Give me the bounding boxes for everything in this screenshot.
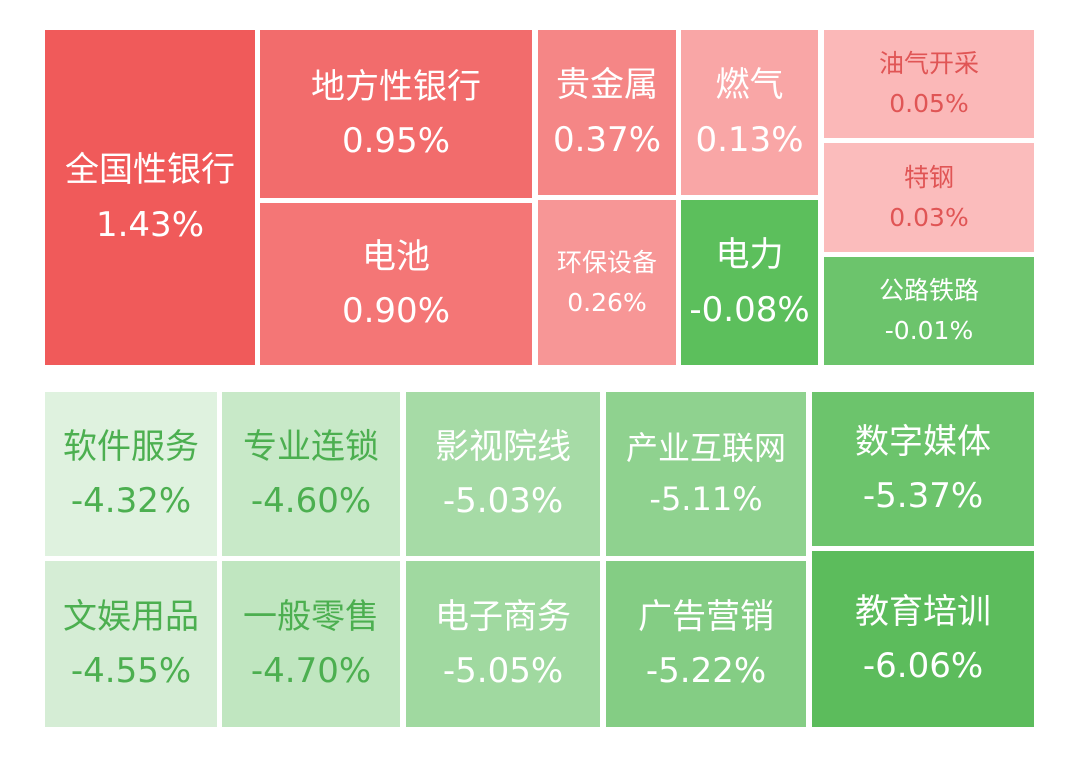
sector-change: -4.32% — [70, 481, 192, 521]
sector-change: 0.95% — [341, 121, 450, 161]
sector-tile[interactable]: 一般零售 -4.70% — [222, 561, 400, 727]
sector-name: 燃气 — [715, 65, 784, 106]
sector-change: -4.60% — [250, 481, 372, 521]
sector-tile[interactable]: 环保设备 0.26% — [538, 200, 676, 365]
sector-tile[interactable]: 特钢 0.03% — [824, 143, 1034, 252]
sector-change: 0.05% — [889, 89, 969, 118]
sector-change: -5.37% — [862, 476, 984, 516]
sector-change: 0.13% — [695, 119, 804, 160]
sector-tile[interactable]: 地方性银行 0.95% — [260, 30, 532, 198]
sector-change: -0.01% — [884, 316, 974, 345]
sector-name: 特钢 — [903, 162, 954, 192]
sector-tile[interactable]: 产业互联网 -5.11% — [606, 392, 806, 556]
sector-change: -4.70% — [250, 651, 372, 691]
sector-name: 文娱用品 — [63, 596, 199, 637]
sector-name: 一般零售 — [243, 596, 379, 637]
sector-name: 数字媒体 — [855, 421, 991, 462]
sector-name: 全国性银行 — [65, 150, 235, 191]
sector-change: -6.06% — [862, 646, 984, 686]
sector-tile[interactable]: 油气开采 0.05% — [824, 30, 1034, 138]
sector-change: -5.11% — [649, 480, 763, 518]
sector-name: 公路铁路 — [878, 276, 979, 305]
sector-change: -0.08% — [689, 289, 810, 330]
sector-tile[interactable]: 软件服务 -4.32% — [45, 392, 217, 556]
sector-tile[interactable]: 公路铁路 -0.01% — [824, 257, 1034, 365]
sector-tile[interactable]: 燃气 0.13% — [681, 30, 818, 195]
sector-name: 地方性银行 — [311, 66, 481, 107]
sector-tile[interactable]: 贵金属 0.37% — [538, 30, 676, 195]
sector-name: 专业连锁 — [243, 426, 379, 467]
sector-change: 0.26% — [567, 287, 647, 317]
sector-tile[interactable]: 数字媒体 -5.37% — [812, 392, 1034, 546]
sector-name: 油气开采 — [878, 49, 979, 78]
sector-tile[interactable]: 文娱用品 -4.55% — [45, 561, 217, 727]
sector-change: 0.03% — [889, 202, 969, 232]
sector-change: -5.03% — [442, 481, 564, 521]
sector-name: 影视院线 — [435, 426, 571, 467]
sector-tile[interactable]: 影视院线 -5.03% — [406, 392, 600, 556]
sector-name: 贵金属 — [556, 65, 658, 106]
sector-name: 教育培训 — [855, 591, 991, 632]
sector-name: 电子商务 — [435, 596, 571, 637]
sector-change: -5.05% — [442, 651, 564, 691]
sector-tile[interactable]: 广告营销 -5.22% — [606, 561, 806, 727]
sector-name: 软件服务 — [63, 426, 199, 467]
sector-name: 电池 — [362, 236, 430, 277]
sector-name: 环保设备 — [556, 247, 657, 277]
sector-tile[interactable]: 专业连锁 -4.60% — [222, 392, 400, 556]
sector-tile[interactable]: 电池 0.90% — [260, 203, 532, 365]
sector-change: 0.37% — [552, 119, 661, 160]
sector-tile[interactable]: 全国性银行 1.43% — [45, 30, 255, 365]
sector-tile[interactable]: 教育培训 -6.06% — [812, 551, 1034, 727]
sector-name: 广告营销 — [638, 596, 774, 637]
sector-name: 产业互联网 — [625, 428, 786, 467]
sector-tile[interactable]: 电力 -0.08% — [681, 200, 818, 365]
sector-change: -4.55% — [70, 651, 192, 691]
sector-change: -5.22% — [645, 651, 767, 691]
sector-change: 0.90% — [341, 291, 450, 331]
sector-change: 1.43% — [95, 204, 204, 245]
sector-tile[interactable]: 电子商务 -5.05% — [406, 561, 600, 727]
sector-name: 电力 — [715, 235, 784, 276]
